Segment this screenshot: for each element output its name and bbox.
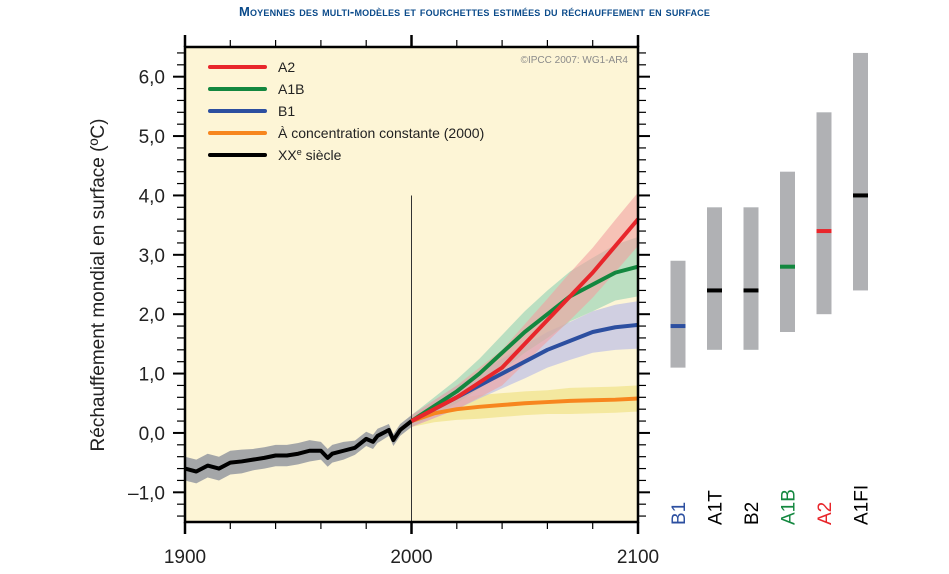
series-line-xxe (184, 419, 413, 474)
y-axis-label: Réchauffement mondial en surface (ºC) (88, 119, 109, 452)
scenario-label: A1T (706, 490, 727, 525)
range-bar-a1t (707, 207, 722, 350)
uncertainty-band-à (411, 385, 638, 427)
scenario-label: A1FI (852, 485, 873, 525)
x-tick-label: 2100 (617, 547, 659, 568)
scenario-label: B1 (669, 502, 690, 525)
range-bar-a1fi (853, 52, 868, 291)
y-tick-label: 2,0 (139, 305, 165, 326)
series-line-a1b (410, 264, 639, 423)
chart-title: Moyennes des multi-modèles et fourchette… (238, 4, 711, 19)
range-bar-b1 (670, 260, 686, 368)
x-tick-label: 1900 (164, 547, 206, 568)
best-estimate-a1b (780, 264, 795, 269)
best-estimate-b1 (670, 324, 686, 329)
y-tick-label: –1,0 (128, 483, 165, 504)
y-tick-label: 3,0 (139, 246, 165, 267)
y-tick-label: 4,0 (139, 186, 165, 207)
y-tick-label: 5,0 (139, 127, 165, 148)
uncertainty-band-xxe (185, 415, 412, 484)
scenario-label: A2 (815, 502, 836, 525)
best-estimate-a2 (816, 229, 832, 234)
series-line-a2 (410, 217, 640, 423)
y-tick-label: 6,0 (139, 68, 165, 89)
superscript: e (297, 147, 302, 157)
best-estimate-b2 (743, 288, 759, 293)
best-estimate-a1t (707, 288, 722, 293)
range-bar-a1b (780, 171, 795, 332)
legend: A2 A1B B1 À concentration constante (2000) X… (208, 59, 484, 163)
range-bar-b2 (743, 207, 759, 350)
uncertainty-band-a2 (411, 192, 638, 427)
legend-label: À concentration constante (2000) (278, 125, 484, 141)
legend-label: XXe siècle (278, 147, 342, 163)
x-tick-label: 2000 (390, 547, 432, 568)
best-estimate-a1fi (853, 193, 868, 198)
y-tick-label: 1,0 (139, 365, 165, 386)
copyright-text: ©IPCC 2007: WG1-AR4 (521, 55, 629, 66)
legend-label: A1B (278, 81, 304, 97)
scenario-label: A1B (779, 489, 800, 525)
scenario-label: B2 (742, 502, 763, 525)
range-bar-a2 (816, 112, 832, 315)
legend-label: A2 (278, 59, 295, 75)
y-tick-label: 0,0 (139, 424, 165, 445)
rest: siècle (302, 147, 342, 163)
series-line-à (410, 396, 639, 423)
legend-label: B1 (278, 103, 295, 119)
